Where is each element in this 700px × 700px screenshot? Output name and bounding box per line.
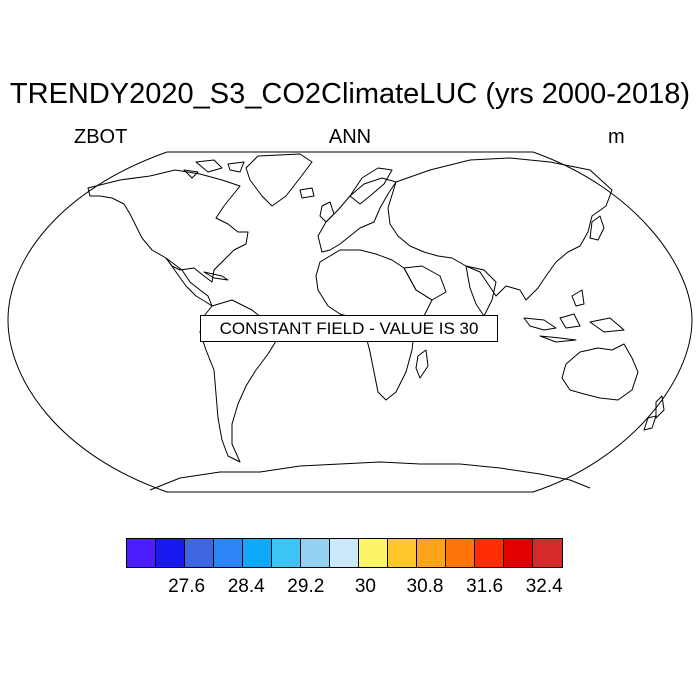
units-label: m: [608, 126, 625, 148]
colorbar-tick-label: 29.2: [287, 576, 325, 597]
arabia-outline: [403, 265, 447, 301]
iceland-outline: [299, 187, 315, 199]
madagascar-outline: [415, 349, 429, 379]
colorbar-swatch: [214, 539, 243, 567]
variable-name: ZBOT: [74, 126, 128, 148]
africa-outline: [315, 249, 433, 401]
season-label: ANN: [328, 126, 372, 148]
colorbar-swatch: [504, 539, 533, 567]
colorbar-swatch: [330, 539, 359, 567]
colorbar: [126, 538, 563, 568]
greenland-outline: [245, 153, 313, 207]
colorbar-swatch: [185, 539, 214, 567]
antarctica-outline: [149, 461, 591, 491]
colorbar-swatch: [446, 539, 475, 567]
colorbar-swatch: [388, 539, 417, 567]
colorbar-swatch: [127, 539, 156, 567]
colorbar-tick-label: 30.8: [406, 576, 444, 597]
scandinavia-outline: [349, 167, 393, 205]
british-isles-outline: [319, 201, 335, 223]
india-outline: [465, 265, 497, 317]
map-border: [7, 151, 693, 493]
europe-outline: [317, 177, 397, 253]
constant-field-label: CONSTANT FIELD - VALUE IS 30: [200, 315, 498, 342]
colorbar-swatch: [533, 539, 562, 567]
colorbar-swatch: [272, 539, 301, 567]
central-america-outline: [165, 257, 213, 307]
colorbar-swatch: [243, 539, 272, 567]
arctic-islands-outline: [183, 159, 245, 179]
colorbar-tick-label: 27.6: [168, 576, 206, 597]
asia-outline: [387, 157, 613, 301]
colorbar-swatch: [475, 539, 504, 567]
colorbar-swatch: [417, 539, 446, 567]
north-america-outline: [87, 169, 249, 283]
new-zealand-outline: [643, 395, 665, 431]
colorbar-swatch: [301, 539, 330, 567]
colorbar-tick-label: 28.4: [227, 576, 265, 597]
colorbar-tick-label: 30: [354, 576, 376, 597]
colorbar-tick-label: 32.4: [525, 576, 563, 597]
colorbar-swatch: [156, 539, 185, 567]
japan-outline: [589, 215, 605, 241]
caribbean-outline: [203, 271, 229, 281]
indonesia-outline: [523, 289, 625, 343]
colorbar-swatch: [359, 539, 388, 567]
colorbar-tick-label: 31.6: [466, 576, 504, 597]
australia-outline: [561, 343, 639, 401]
map-title: TRENDY2020_S3_CO2ClimateLUC (yrs 2000-20…: [9, 78, 691, 110]
